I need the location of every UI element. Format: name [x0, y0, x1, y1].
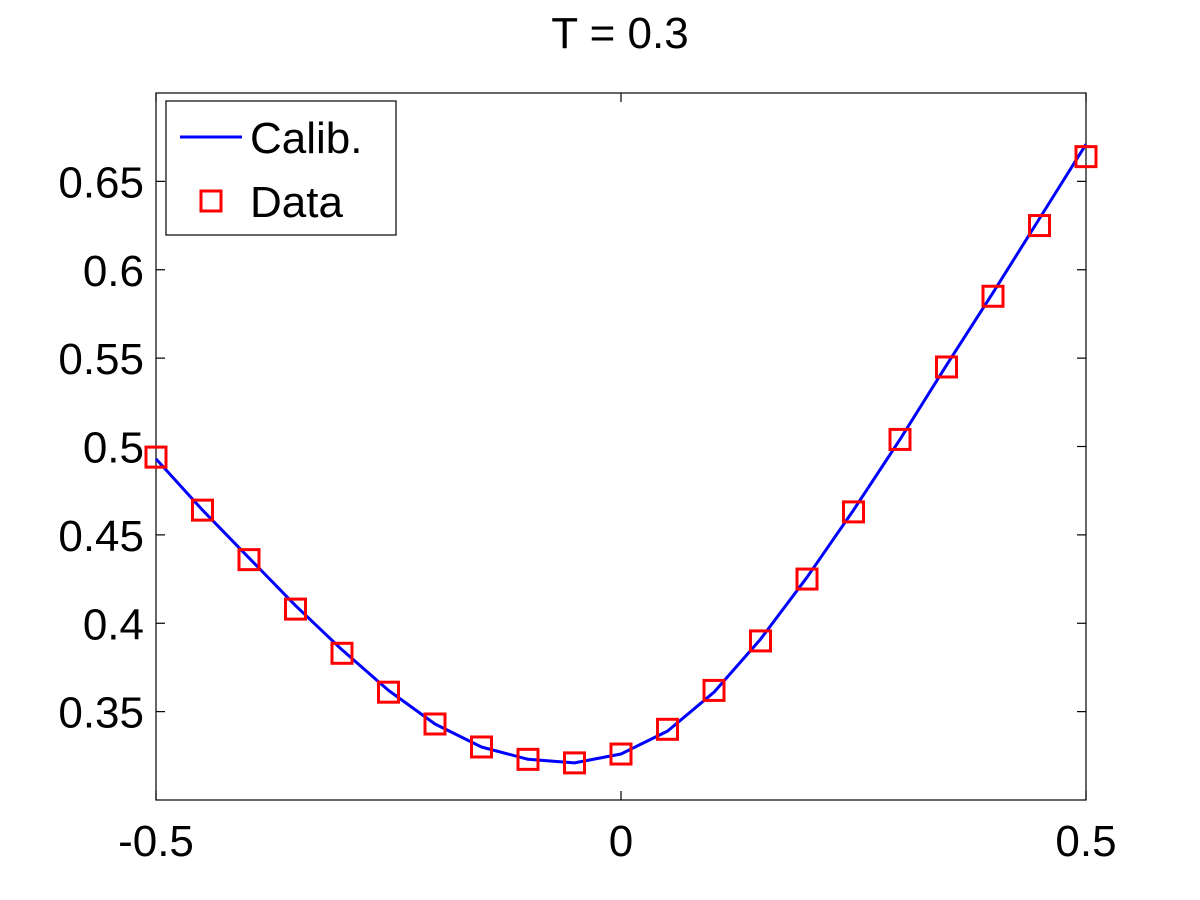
chart-title: T = 0.3: [551, 9, 688, 58]
series-line-calib: [154, 143, 1088, 765]
data-point-marker: [609, 742, 633, 766]
data-point-marker: [1074, 145, 1098, 169]
data-point-marker: [1028, 214, 1051, 238]
data-point-marker: [144, 445, 168, 469]
y-tick-label: 0.65: [58, 158, 144, 207]
data-point-marker: [842, 500, 865, 524]
y-tick-label: 0.55: [58, 335, 144, 384]
data-point-marker: [563, 751, 586, 775]
data-point-marker: [749, 629, 772, 653]
legend-label: Data: [250, 178, 343, 227]
data-point-marker: [284, 597, 307, 621]
x-tick-label: 0.5: [1055, 817, 1116, 866]
legend-box: [165, 100, 397, 236]
y-tick-label: 0.4: [83, 600, 144, 649]
y-tick-label: 0.6: [83, 247, 144, 296]
data-point-marker: [470, 735, 493, 759]
data-point-marker: [888, 427, 912, 451]
data-point-marker: [795, 567, 819, 591]
data-point-marker: [330, 641, 354, 665]
legend-label: Calib.: [250, 114, 363, 163]
x-tick-label: -0.5: [118, 817, 194, 866]
x-tick-label: 0: [609, 817, 633, 866]
y-tick-label: 0.5: [83, 424, 144, 473]
data-point-marker: [516, 747, 540, 771]
data-point-marker: [191, 498, 214, 522]
legend: Calib. Data: [165, 100, 397, 236]
data-point-marker: [656, 717, 679, 741]
data-point-marker: [935, 355, 958, 379]
data-point-marker: [981, 284, 1005, 308]
data-point-marker: [423, 712, 447, 736]
y-tick-label: 0.35: [58, 689, 144, 738]
data-point-marker: [237, 548, 261, 572]
y-tick-label: 0.45: [58, 512, 144, 561]
data-point-marker: [702, 678, 726, 702]
data-point-marker: [377, 680, 400, 704]
legend-swatch-marker: [199, 189, 223, 213]
